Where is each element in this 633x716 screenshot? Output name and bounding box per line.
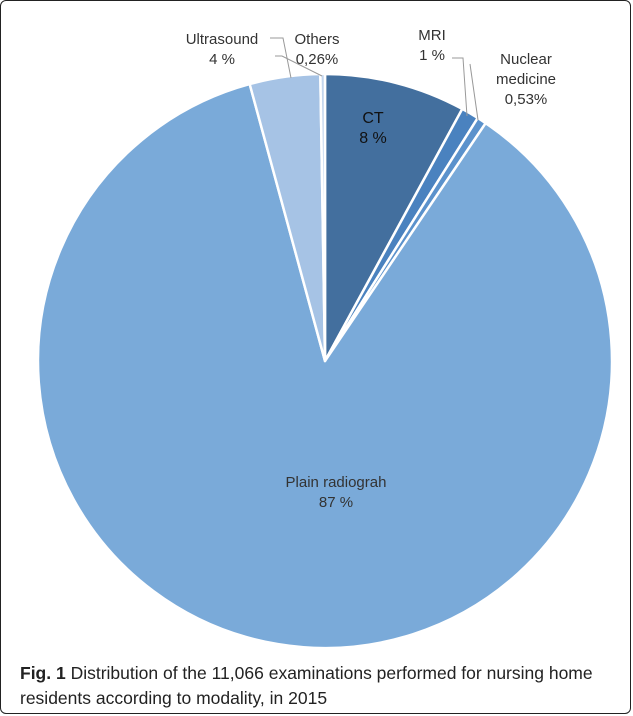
- label-others-name: Others: [294, 31, 339, 48]
- label-nuclear-name-line1: Nuclear: [500, 51, 552, 68]
- leader-line-ultrasound: [270, 37, 292, 79]
- label-others-value: 0,26%: [296, 51, 339, 68]
- pie-slice-plain-radiograh: [36, 82, 614, 650]
- figure-label: Fig. 1: [20, 663, 66, 683]
- label-mri-value: 1 %: [419, 47, 445, 64]
- leader-line-nuclear: [469, 63, 479, 121]
- figure-caption: Fig. 1 Distribution of the 11,066 examin…: [20, 661, 620, 711]
- leader-line-others: [275, 55, 323, 77]
- label-ultrasound-name: Ultrasound: [186, 31, 259, 48]
- label-nuclear-value: 0,53%: [505, 91, 548, 108]
- label-mri-name: MRI: [418, 27, 446, 44]
- label-plain-value: 87 %: [319, 494, 353, 511]
- leader-lines: [270, 37, 479, 121]
- label-plain-name: Plain radiograh: [286, 474, 387, 491]
- label-ct-name: CT: [362, 110, 384, 127]
- pie-slices: [36, 72, 614, 650]
- label-ultrasound-value: 4 %: [209, 51, 235, 68]
- label-ct-value: 8 %: [359, 130, 387, 147]
- leader-line-mri: [452, 57, 468, 117]
- label-nuclear-name-line2: medicine: [496, 71, 556, 88]
- pie-slice-ct: [323, 72, 464, 363]
- slice-labels: Ultrasound 4 % Others 0,26% MRI 1 % Nucl…: [186, 27, 556, 511]
- pie-slice-others: [319, 72, 327, 363]
- figure-caption-text: Distribution of the 11,066 examinations …: [20, 663, 593, 708]
